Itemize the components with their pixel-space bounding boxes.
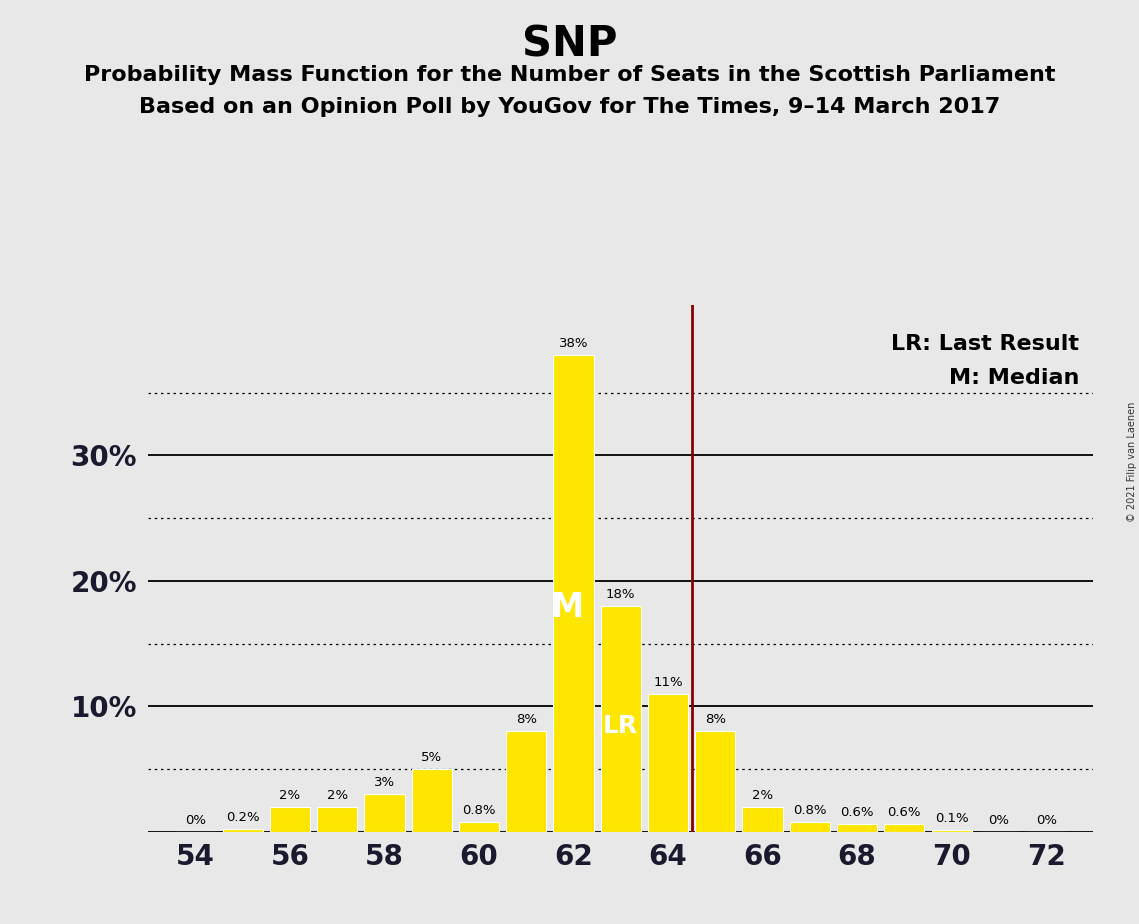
Text: 2%: 2%: [279, 788, 301, 801]
Text: 0.6%: 0.6%: [887, 806, 921, 819]
Bar: [743, 807, 782, 832]
Bar: [270, 807, 310, 832]
Text: 0%: 0%: [989, 814, 1009, 827]
Text: 2%: 2%: [752, 788, 773, 801]
Bar: [222, 829, 263, 832]
Text: 38%: 38%: [559, 337, 588, 350]
Text: 2%: 2%: [327, 788, 347, 801]
Bar: [364, 794, 404, 832]
Text: 0%: 0%: [185, 814, 206, 827]
Text: 5%: 5%: [421, 751, 442, 764]
Text: M: M: [551, 591, 584, 624]
Bar: [789, 821, 830, 832]
Bar: [884, 824, 925, 832]
Text: 0.8%: 0.8%: [462, 804, 495, 817]
Text: © 2021 Filip van Laenen: © 2021 Filip van Laenen: [1126, 402, 1137, 522]
Bar: [411, 769, 452, 832]
Bar: [695, 731, 736, 832]
Bar: [932, 831, 972, 832]
Bar: [317, 807, 358, 832]
Text: LR: Last Result: LR: Last Result: [891, 334, 1080, 354]
Text: 11%: 11%: [653, 675, 683, 688]
Bar: [837, 824, 877, 832]
Text: Based on an Opinion Poll by YouGov for The Times, 9–14 March 2017: Based on an Opinion Poll by YouGov for T…: [139, 97, 1000, 117]
Bar: [600, 606, 641, 832]
Text: Probability Mass Function for the Number of Seats in the Scottish Parliament: Probability Mass Function for the Number…: [84, 65, 1055, 85]
Text: 8%: 8%: [516, 713, 536, 726]
Text: 0.1%: 0.1%: [935, 812, 968, 825]
Text: 3%: 3%: [374, 776, 395, 789]
Text: 0.2%: 0.2%: [226, 811, 260, 824]
Text: 0.6%: 0.6%: [841, 806, 874, 819]
Text: 0.8%: 0.8%: [793, 804, 827, 817]
Bar: [459, 821, 499, 832]
Bar: [506, 731, 547, 832]
Text: 18%: 18%: [606, 588, 636, 601]
Bar: [648, 694, 688, 832]
Bar: [554, 355, 593, 832]
Text: SNP: SNP: [522, 23, 617, 65]
Text: 8%: 8%: [705, 713, 726, 726]
Text: M: Median: M: Median: [949, 368, 1080, 388]
Text: LR: LR: [604, 713, 638, 737]
Text: 0%: 0%: [1035, 814, 1057, 827]
